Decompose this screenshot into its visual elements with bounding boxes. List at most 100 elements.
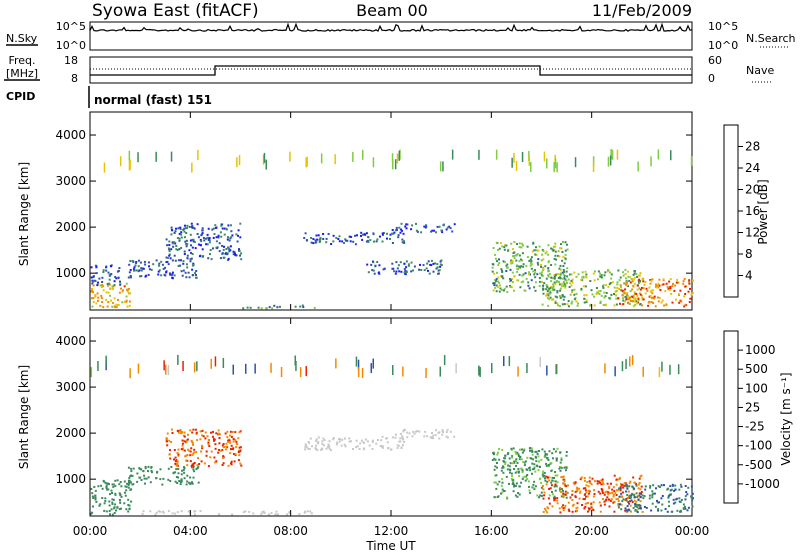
range-cell xyxy=(130,500,133,503)
range-cell xyxy=(394,272,397,275)
range-cell xyxy=(230,444,233,447)
range-cell xyxy=(368,444,371,447)
range-cell xyxy=(205,237,208,240)
range-cell xyxy=(562,507,565,510)
range-cell xyxy=(543,282,546,285)
range-cell xyxy=(501,448,504,451)
range-cell xyxy=(128,263,131,266)
range-cell xyxy=(554,300,557,303)
range-cell xyxy=(170,226,173,229)
range-cell xyxy=(525,277,528,280)
range-cell xyxy=(640,294,643,297)
range-cell xyxy=(559,247,562,250)
range-cell xyxy=(635,492,638,495)
range-cell xyxy=(171,428,173,431)
range-cell xyxy=(551,491,553,493)
range-cell xyxy=(552,457,554,460)
range-cell xyxy=(583,297,586,300)
range-cell xyxy=(111,285,114,288)
range-cell xyxy=(519,266,522,269)
range-cell xyxy=(539,272,542,275)
range-cell xyxy=(210,258,213,261)
range-cell xyxy=(512,252,515,255)
range-cell xyxy=(386,237,388,240)
range-cell xyxy=(631,355,634,366)
range-cell xyxy=(506,266,509,269)
range-cell xyxy=(669,278,672,281)
range-cell xyxy=(562,265,565,267)
range-cell xyxy=(511,281,514,284)
range-cell xyxy=(546,453,549,456)
x-tick-label: 16:00 xyxy=(474,524,509,538)
range-cell xyxy=(167,247,170,250)
range-cell xyxy=(110,508,113,511)
range-cell xyxy=(173,241,176,244)
range-cell xyxy=(227,246,230,249)
range-cell xyxy=(375,240,378,243)
range-cell xyxy=(227,236,229,239)
range-cell xyxy=(101,283,104,286)
range-cell xyxy=(215,240,218,243)
range-cell xyxy=(635,503,638,506)
range-cell xyxy=(624,482,627,485)
range-cell xyxy=(651,502,654,505)
range-cell xyxy=(394,436,397,439)
range-cell xyxy=(201,444,203,447)
range-cell xyxy=(502,277,505,280)
range-cell xyxy=(166,444,169,447)
range-cell xyxy=(319,238,322,240)
range-cell xyxy=(553,277,556,280)
range-cell xyxy=(111,483,114,486)
range-cell xyxy=(628,297,631,300)
range-cell xyxy=(224,252,227,255)
range-cell xyxy=(571,493,574,496)
range-cell xyxy=(218,437,221,439)
range-cell xyxy=(669,489,672,492)
range-cell xyxy=(513,485,516,488)
range-cell xyxy=(214,443,217,446)
range-cell xyxy=(658,367,661,378)
range-cell xyxy=(608,297,611,300)
range-cell xyxy=(556,302,559,305)
range-cell xyxy=(508,465,511,468)
range-cell xyxy=(102,289,105,292)
range-cell xyxy=(607,491,610,494)
range-cell xyxy=(560,495,563,498)
range-cell xyxy=(234,252,236,255)
range-cell xyxy=(498,281,501,284)
range-cell xyxy=(553,485,556,488)
range-cell xyxy=(683,278,686,280)
range-cell xyxy=(531,472,533,475)
range-cell xyxy=(616,286,619,289)
range-cell xyxy=(433,229,436,232)
range-cell xyxy=(336,443,338,446)
range-cell xyxy=(174,456,177,459)
range-cell xyxy=(563,506,566,509)
range-cell xyxy=(129,260,132,262)
range-cell xyxy=(684,303,687,306)
freq-label-1: Freq. xyxy=(8,54,35,67)
range-cell xyxy=(530,256,533,259)
range-cell xyxy=(522,273,525,276)
range-cell xyxy=(105,355,107,366)
range-cell xyxy=(602,286,605,289)
range-cell xyxy=(181,444,184,447)
range-cell xyxy=(568,273,571,276)
range-cell xyxy=(232,253,235,256)
range-cell xyxy=(119,481,122,483)
range-cell xyxy=(316,449,319,451)
range-cell xyxy=(192,468,195,471)
range-cell xyxy=(193,470,196,473)
range-cell xyxy=(403,268,406,271)
range-cell xyxy=(521,451,524,454)
range-cell xyxy=(637,507,640,510)
range-cell xyxy=(171,277,174,280)
range-cell xyxy=(531,462,534,465)
range-cell xyxy=(521,471,524,474)
range-cell xyxy=(612,486,615,489)
range-cell xyxy=(367,236,370,239)
range-cell xyxy=(612,501,615,504)
range-cell xyxy=(529,469,532,472)
range-cell xyxy=(492,247,495,249)
